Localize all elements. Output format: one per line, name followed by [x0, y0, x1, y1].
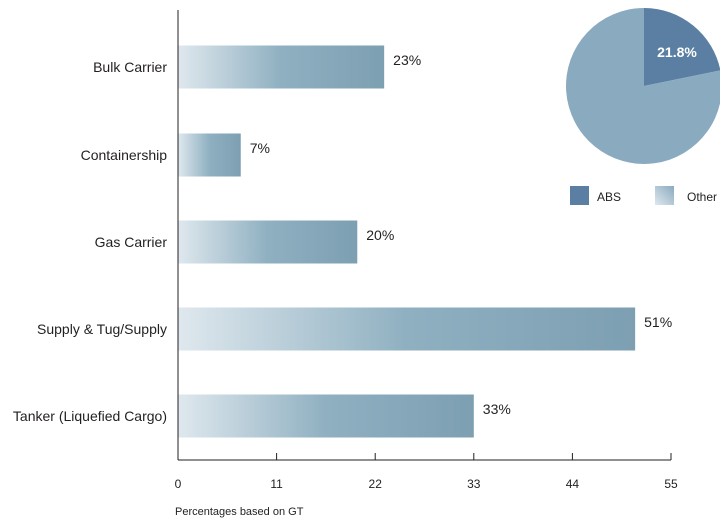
legend-label-other: Other [687, 190, 717, 204]
value-label-3: 51% [644, 314, 672, 330]
pie-legend: ABS Other [570, 186, 717, 205]
pie-slice-other [566, 8, 720, 164]
category-label-4: Tanker (Liquefied Cargo) [13, 408, 167, 424]
x-tick-label-2: 22 [369, 477, 383, 491]
bar-1 [178, 133, 241, 177]
value-label-0: 23% [393, 52, 421, 68]
x-tick-label-1: 11 [270, 477, 283, 491]
legend-swatch-abs [570, 186, 589, 205]
bar-4 [178, 394, 474, 438]
bar-chart: Bulk Carrier 23% Containership 7% Gas Carrie… [13, 10, 678, 518]
value-label-1: 7% [250, 140, 270, 156]
pie-chart: 21.8% ABS Other [566, 8, 720, 205]
category-label-0: Bulk Carrier [93, 59, 167, 75]
bar-2 [178, 220, 358, 264]
value-label-2: 20% [366, 227, 394, 243]
x-tick-label-5: 55 [664, 477, 678, 491]
x-tick-label-0: 0 [175, 477, 182, 491]
legend-label-abs: ABS [597, 190, 621, 204]
category-label-2: Gas Carrier [95, 234, 168, 250]
pie-slice-abs [644, 8, 720, 86]
value-label-4: 33% [483, 401, 511, 417]
x-axis-label: Percentages based on GT [175, 506, 304, 518]
pie-slice-label-abs: 21.8% [657, 44, 697, 60]
legend-swatch-other [655, 186, 674, 205]
category-label-3: Supply & Tug/Supply [37, 321, 167, 337]
category-label-1: Containership [81, 147, 168, 163]
bar-3 [178, 307, 636, 351]
x-tick-label-4: 44 [566, 477, 580, 491]
x-tick-label-3: 33 [467, 477, 481, 491]
bar-0 [178, 45, 385, 89]
